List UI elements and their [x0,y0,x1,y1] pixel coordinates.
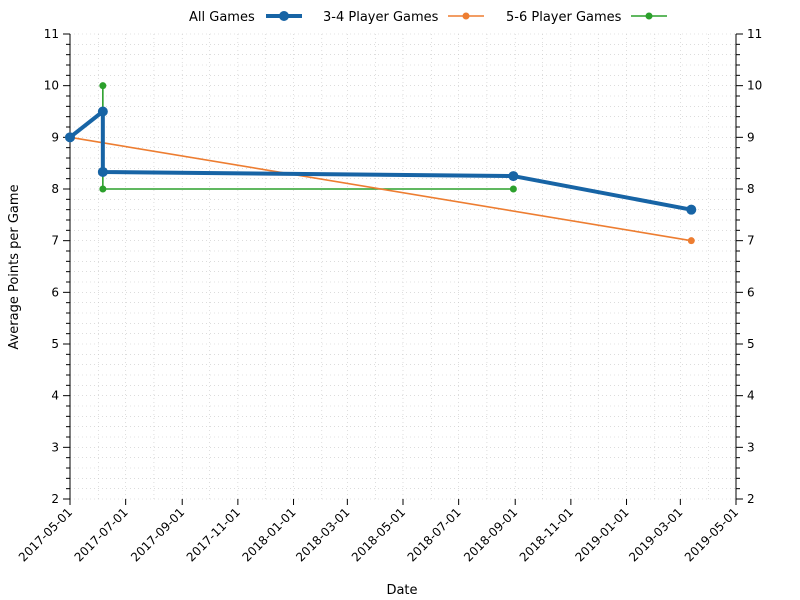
legend-label: All Games [189,10,255,25]
y-tick-label-right: 8 [747,182,755,196]
data-point [99,82,107,90]
data-point [97,166,108,177]
data-point [97,106,108,117]
y-tick-label-left: 4 [51,389,59,403]
y-tick-label-right: 10 [747,79,762,93]
x-axis-title: Date [386,583,417,598]
data-point [508,171,519,182]
legend: All Games 3-4 Player Games 5-6 Player Game… [189,10,667,25]
y-tick-label-right: 2 [747,492,755,506]
series-0 [65,106,697,215]
y-tick-label-left: 11 [44,27,59,41]
legend-item-2: 5-6 Player Games [506,10,667,25]
data-point [687,237,695,245]
y-tick-label-left: 6 [51,285,59,299]
legend-label: 5-6 Player Games [506,10,622,25]
y-tick-label-left: 2 [51,492,59,506]
y-tick-label-right: 3 [747,440,755,454]
data-point [99,185,107,193]
y-tick-label-right: 11 [747,27,762,41]
data-point [509,185,517,193]
legend-marker [645,12,653,20]
series-group [65,82,697,245]
y-tick-label-right: 6 [747,285,755,299]
series-line [69,136,692,242]
y-tick-label-left: 9 [51,130,59,144]
y-tick-label-right: 5 [747,337,755,351]
legend-marker [279,11,289,21]
y-tick-label-right: 9 [747,130,755,144]
y-tick-label-right: 7 [747,234,755,248]
legend-marker [462,12,470,20]
data-point [686,204,697,215]
y-tick-label-left: 7 [51,234,59,248]
data-point [65,132,75,143]
y-tick-label-left: 3 [51,440,59,454]
y-axis-title: Average Points per Game [7,184,22,349]
y-tick-label-left: 8 [51,182,59,196]
y-tick-label-right: 4 [747,389,755,403]
legend-item-0: All Games [189,10,302,25]
y-tick-label-left: 5 [51,337,59,351]
legend-item-1: 3-4 Player Games [323,10,484,25]
legend-label: 3-4 Player Games [323,10,439,25]
y-tick-label-left: 10 [44,79,59,93]
